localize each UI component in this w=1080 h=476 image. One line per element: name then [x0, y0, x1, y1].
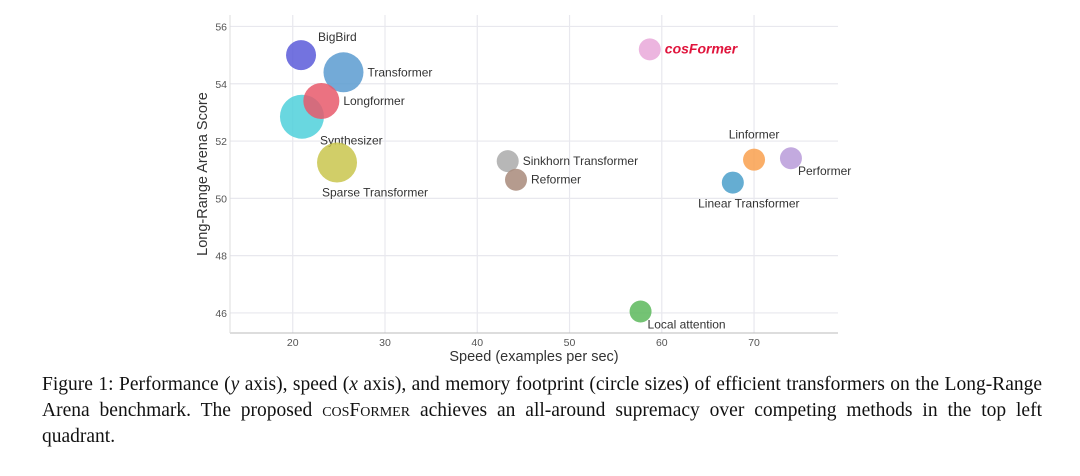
caption-text: axis), and memory footprint (circle size…: [42, 374, 1042, 421]
point-linformer: [743, 148, 766, 171]
data-points: BigBirdTransformerSynthesizerLongformerS…: [279, 30, 851, 332]
caption-method-name: cosFormer: [322, 400, 411, 421]
point-label: BigBird: [318, 30, 357, 44]
y-tick-label: 52: [215, 136, 227, 148]
y-tick-label: 56: [215, 21, 227, 33]
caption-text: axis), speed (: [239, 374, 350, 395]
point-label: Linformer: [729, 128, 780, 142]
y-tick-label: 48: [215, 251, 227, 263]
x-tick-label: 40: [471, 337, 483, 349]
point-cosformer: [638, 38, 661, 61]
x-tick-label: 60: [656, 337, 668, 349]
scatter-chart: 20 30 40 50 60 70 46 48 50 52 54 56 BigBird Transfor…: [195, 15, 851, 365]
point-sinkhorn-transformer: [496, 150, 519, 173]
point-sparse-transformer: [317, 142, 358, 183]
point-transformer: [323, 52, 364, 93]
point-longformer: [303, 82, 340, 119]
point-label: Sinkhorn Transformer: [523, 154, 638, 168]
y-tick-label: 54: [215, 79, 227, 91]
x-tick-label: 70: [748, 337, 760, 349]
x-tick-label: 20: [287, 337, 299, 349]
y-axis-label: Long-Range Arena Score: [195, 92, 211, 256]
point-reformer: [505, 168, 528, 191]
x-tick-label: 30: [379, 337, 391, 349]
point-label: cosFormer: [665, 40, 739, 56]
point-linear-transformer: [721, 171, 744, 194]
axes: 20 30 40 50 60 70 46 48 50 52 54 56: [215, 15, 838, 349]
caption-text: Figure 1: Performance (: [42, 374, 231, 395]
point-performer: [779, 147, 802, 170]
figure-caption: Figure 1: Performance (y axis), speed (x…: [42, 372, 1042, 450]
point-label: Sparse Transformer: [322, 186, 428, 200]
point-label: Transformer: [367, 65, 432, 79]
caption-x: x: [349, 374, 358, 395]
point-label: Local attention: [648, 318, 726, 332]
point-label: Reformer: [531, 173, 581, 187]
caption-y: y: [230, 374, 240, 395]
point-label: Performer: [798, 164, 851, 178]
point-bigbird: [286, 40, 317, 71]
caption-text: achieves an all-around supremacy over co…: [42, 400, 1042, 447]
y-tick-label: 46: [215, 308, 227, 320]
x-tick-label: 50: [564, 337, 576, 349]
point-local-attention: [629, 300, 652, 323]
point-label: Linear Transformer: [698, 197, 799, 211]
point-label: Longformer: [343, 94, 404, 108]
x-axis-label: Speed (examples per sec): [449, 349, 618, 365]
y-tick-label: 50: [215, 193, 227, 205]
